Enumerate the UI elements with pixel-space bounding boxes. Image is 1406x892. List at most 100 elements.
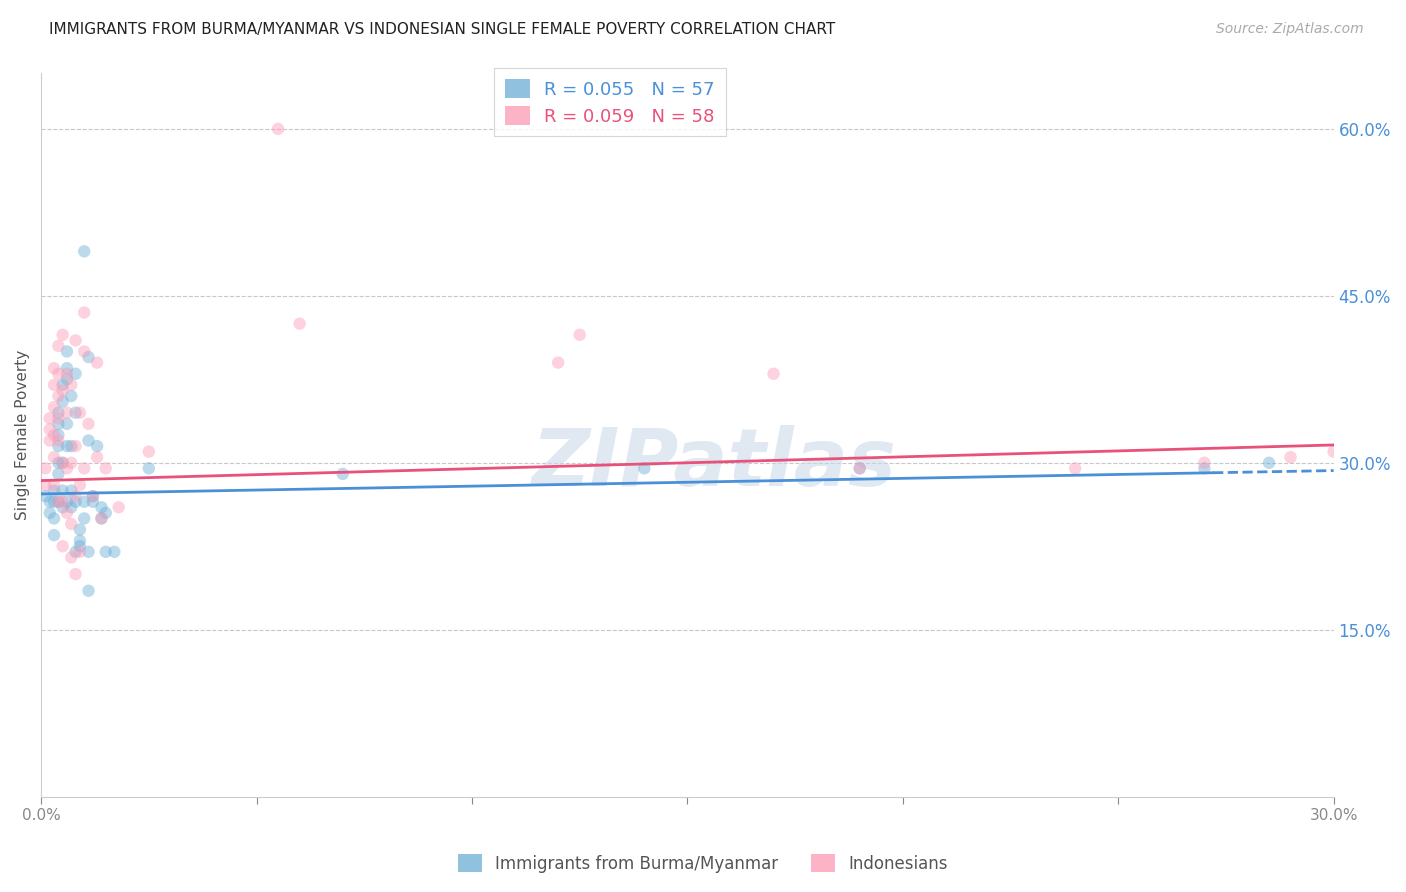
Point — [52, 327, 75, 342]
Point — [65, 567, 87, 582]
Point — [77, 545, 100, 559]
Point — [1323, 444, 1346, 458]
Point — [138, 461, 160, 475]
Point — [65, 489, 87, 503]
Point — [267, 121, 290, 136]
Point — [38, 434, 60, 448]
Point — [52, 456, 75, 470]
Point — [42, 511, 65, 525]
Point — [1258, 456, 1281, 470]
Point — [60, 516, 83, 531]
Point — [103, 545, 125, 559]
Point — [42, 377, 65, 392]
Point — [56, 494, 79, 508]
Point — [56, 372, 79, 386]
Point — [56, 439, 79, 453]
Point — [42, 478, 65, 492]
Point — [56, 417, 79, 431]
Point — [1064, 461, 1087, 475]
Point — [82, 494, 104, 508]
Point — [52, 384, 75, 398]
Point — [42, 528, 65, 542]
Point — [60, 456, 83, 470]
Point — [46, 411, 69, 425]
Point — [56, 461, 79, 475]
Text: ZIPatlas: ZIPatlas — [530, 425, 896, 503]
Point — [42, 361, 65, 376]
Point — [1279, 450, 1302, 465]
Point — [56, 406, 79, 420]
Point — [65, 494, 87, 508]
Point — [69, 533, 91, 548]
Point — [52, 394, 75, 409]
Point — [107, 500, 129, 515]
Point — [46, 494, 69, 508]
Point — [46, 339, 69, 353]
Point — [94, 506, 117, 520]
Legend: Immigrants from Burma/Myanmar, Indonesians: Immigrants from Burma/Myanmar, Indonesia… — [451, 847, 955, 880]
Point — [52, 483, 75, 498]
Point — [77, 350, 100, 364]
Point — [46, 406, 69, 420]
Point — [288, 317, 311, 331]
Point — [46, 456, 69, 470]
Point — [65, 367, 87, 381]
Text: Source: ZipAtlas.com: Source: ZipAtlas.com — [1216, 22, 1364, 37]
Point — [762, 367, 785, 381]
Point — [69, 539, 91, 553]
Point — [52, 494, 75, 508]
Point — [42, 428, 65, 442]
Point — [94, 461, 117, 475]
Point — [73, 511, 96, 525]
Point — [52, 377, 75, 392]
Point — [56, 367, 79, 381]
Point — [60, 439, 83, 453]
Point — [69, 406, 91, 420]
Point — [65, 545, 87, 559]
Point — [77, 434, 100, 448]
Point — [77, 417, 100, 431]
Y-axis label: Single Female Poverty: Single Female Poverty — [15, 350, 30, 520]
Point — [90, 511, 112, 525]
Point — [69, 523, 91, 537]
Point — [38, 506, 60, 520]
Point — [60, 550, 83, 565]
Point — [52, 456, 75, 470]
Point — [73, 305, 96, 319]
Point — [1194, 461, 1216, 475]
Point — [56, 506, 79, 520]
Point — [77, 583, 100, 598]
Point — [34, 461, 56, 475]
Point — [60, 500, 83, 515]
Point — [848, 461, 870, 475]
Point — [42, 483, 65, 498]
Point — [86, 450, 108, 465]
Point — [46, 434, 69, 448]
Point — [46, 417, 69, 431]
Point — [65, 406, 87, 420]
Point — [86, 439, 108, 453]
Point — [38, 411, 60, 425]
Point — [633, 461, 655, 475]
Point — [65, 439, 87, 453]
Point — [73, 244, 96, 259]
Point — [94, 545, 117, 559]
Legend: R = 0.055   N = 57, R = 0.059   N = 58: R = 0.055 N = 57, R = 0.059 N = 58 — [494, 68, 725, 136]
Point — [90, 511, 112, 525]
Point — [34, 489, 56, 503]
Point — [82, 489, 104, 503]
Point — [73, 461, 96, 475]
Point — [60, 483, 83, 498]
Point — [38, 422, 60, 436]
Point — [65, 334, 87, 348]
Point — [1194, 456, 1216, 470]
Point — [848, 461, 870, 475]
Point — [34, 478, 56, 492]
Point — [46, 367, 69, 381]
Point — [60, 377, 83, 392]
Point — [69, 478, 91, 492]
Point — [46, 439, 69, 453]
Point — [42, 450, 65, 465]
Point — [60, 389, 83, 403]
Point — [56, 344, 79, 359]
